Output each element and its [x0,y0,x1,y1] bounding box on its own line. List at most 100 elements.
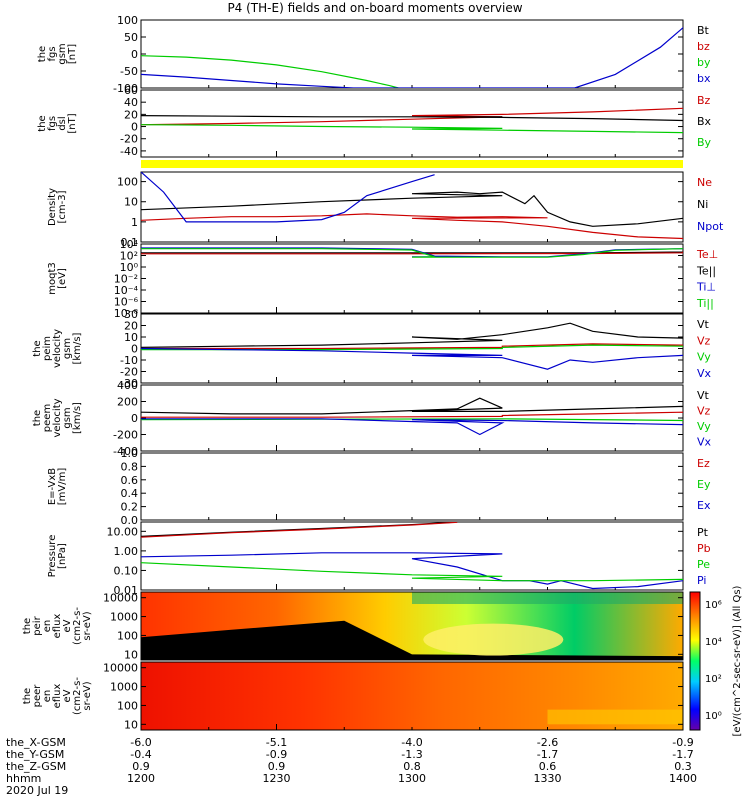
legend-peem-velocity-0: Vt [697,389,710,402]
ylabel-fgs-dsl-1: fgs [47,116,58,131]
ytick-label-density-2: 10 [124,196,138,209]
ephemeris-label-0: the_X-GSM [6,736,66,749]
ylabel-peer-en-eflux-3: eflux [52,684,63,709]
ylabel-peer-en-eflux-5: (cm2-s- [72,677,83,715]
ylabel-peim-velocity-4: [km/s] [72,332,83,364]
ephemeris-value-3-1: 1230 [262,772,291,785]
colorbar-tick-label-0: 10⁶ [705,600,722,611]
ytick-label-fgs-gsm-3: 50 [124,31,138,44]
ytick-label-efield-5: 1.0 [121,447,139,460]
ytick-label-peer-en-eflux-1: 100 [117,699,138,712]
legend-peem-velocity-1: Vz [697,405,711,418]
ephemeris-value-2-2: 0.8 [403,760,421,773]
series-fgs-dsl-By [141,124,683,137]
legend-fgs-dsl-1: Bx [697,115,712,128]
ytick-label-density-3: 100 [117,176,138,189]
ephemeris-label-2: the_Z-GSM [6,760,67,773]
ytick-label-peim-velocity-6: 30 [124,308,138,321]
ylabel-fgs-gsm-2: gsm [57,43,68,64]
ytick-label-fgs-dsl-5: 60 [124,84,138,97]
ylabel-fgs-dsl-0: the [37,115,48,131]
ylabel-density-1: [cm-3] [57,190,68,223]
series-peem-velocity-Vx [141,418,683,436]
ytick-label-fgs-dsl-3: 20 [124,108,138,121]
ephemeris-value-1-4: -1.7 [672,748,694,761]
ephemeris-value-3-2: 1300 [398,772,426,785]
ephemeris-value-0-4: -0.9 [672,736,694,749]
ylabel-peim-velocity-3: gsm [62,338,73,359]
spectrogram-low-energy-region [141,620,683,660]
legend-peim-velocity-0: Vt [697,318,710,331]
panel-density: Density [cm-3] [47,171,684,243]
ytick-label-moms-t3-1: 10⁻⁶ [114,296,139,309]
panel-frame-peem-velocity [140,384,684,452]
ephemeris-value-2-3: 0.6 [538,760,557,773]
panel-peer-en-eflux: the peer en eflux eV (cm2-s-sr-eV) [22,661,684,731]
colorbar-label: [eV/(cm^2-sec-sr-eV)] (All Qs) [732,585,743,736]
ylabel-fgs-gsm-3: [nT] [67,44,78,64]
panel-efield: E=-VxB [mV/m] [47,452,684,521]
ytick-label-peim-velocity-4: 10 [124,331,138,344]
ylabel-pressure-0: Pressure [47,535,58,578]
ylabel-peir-en-eflux-6: sr-eV) [82,611,93,640]
ephemeris-value-2-4: 0.3 [674,760,692,773]
ytick-label-peem-velocity-2: 0 [131,412,138,425]
ytick-label-peem-velocity-0: -400 [113,445,138,458]
ylabel-fgs-dsl-2: dsl [57,116,68,130]
legend-pressure-2: Pe [697,558,710,571]
series-density-Ne [141,213,683,240]
ylabel-peer-en-eflux-1: peer [32,684,43,708]
colorbar-tick-label-3: 10⁰ [705,711,722,722]
legend-density-0: Ne [697,176,712,189]
ytick-label-fgs-dsl-0: -40 [120,145,138,158]
ytick-label-moms-t3-5: 10² [120,250,138,263]
ephemeris-date: 2020 Jul 19 [6,784,69,797]
panel-fgs-gsm: the fgs gsm [nT] [37,19,684,89]
legend-peem-velocity-2: Vy [697,420,711,433]
legend-peim-velocity-2: Vy [697,351,711,364]
ylabel-peim-velocity-0: the [32,340,43,356]
spectrogram-plasma-band [423,623,564,656]
ytick-label-efield-1: 0.2 [121,501,139,514]
ephemeris-value-0-0: -6.0 [130,736,152,749]
ytick-label-peim-velocity-5: 20 [124,320,138,333]
legend-fgs-gsm-3: bx [697,72,711,85]
ytick-label-efield-3: 0.6 [121,474,139,487]
panel-peir-en-eflux: the peir en eflux eV (cm2-s-sr-eV) [22,591,684,661]
series-peem-velocity-Vz [141,411,683,418]
ylabel-fgs-gsm-1: fgs [47,46,58,61]
ylabel-efield-0: E=-VxB [47,468,58,505]
ylabel-peem-velocity-1: peem [42,404,53,432]
ytick-label-peem-velocity-1: -200 [113,429,138,442]
ytick-label-peir-en-eflux-0: 10 [124,648,138,661]
legend-peim-velocity-1: Vz [697,334,711,347]
ytick-label-fgs-dsl-2: 0 [131,121,138,134]
colorbar [689,591,701,731]
ephemeris-value-2-1: 0.9 [267,760,286,773]
ylabel-peem-velocity-4: [km/s] [72,402,83,434]
ytick-label-moms-t3-6: 10⁴ [120,238,139,251]
series-density-Ni [141,191,683,227]
ephemeris-value-2-0: 0.9 [132,760,150,773]
ytick-label-peim-velocity-3: 0 [131,343,138,356]
ytick-label-fgs-dsl-1: -20 [120,133,138,146]
ephemeris-value-1-0: -0.4 [130,748,152,761]
legend-moms-t3-1: Te|| [696,264,716,277]
yellow-status-bar [141,160,683,168]
spectrogram-low-energy-band [547,709,683,725]
ephemeris-label-3: hhmm [6,772,42,785]
legend-fgs-dsl-0: Bz [697,94,711,107]
ylabel-peem-velocity-3: gsm [62,407,73,428]
legend-fgs-gsm-1: bz [697,40,710,53]
ytick-label-peim-velocity-1: -20 [120,366,138,379]
ylabel-peim-velocity-1: peim [42,336,53,361]
ytick-label-density-1: 1 [131,216,138,229]
ytick-label-efield-4: 0.8 [121,460,139,473]
series-fgs-gsm-bx [141,26,683,88]
ytick-label-pressure-2: 1.00 [114,545,139,558]
series-peim-velocity-Vt [141,322,683,348]
ylabel-peir-en-eflux-4: eV [62,619,73,632]
ephemeris-value-0-2: -4.0 [401,736,423,749]
ytick-label-moms-t3-2: 10⁻⁴ [114,284,139,297]
